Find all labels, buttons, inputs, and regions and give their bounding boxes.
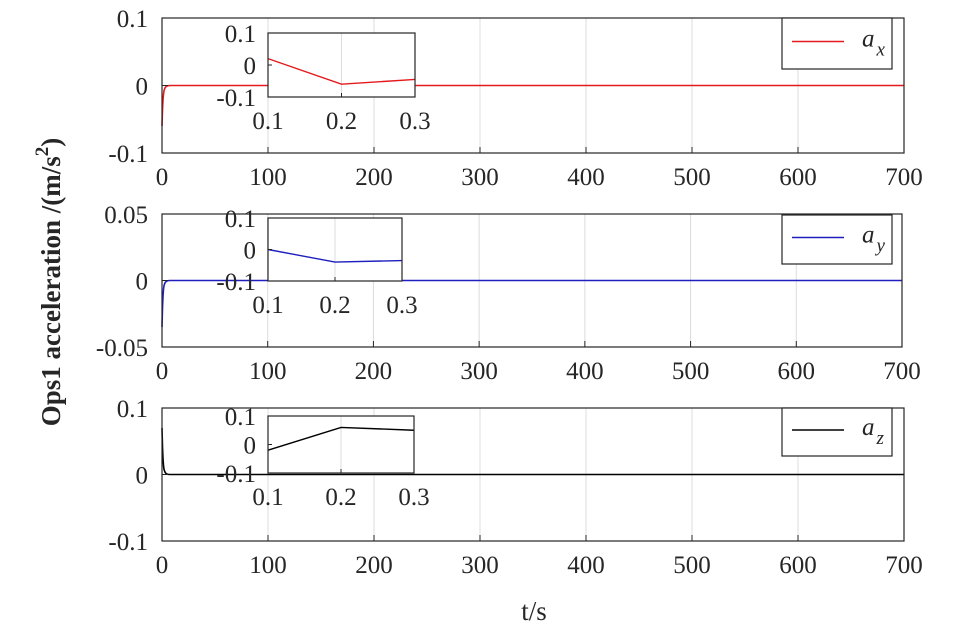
inset-y-tick-label: 0 — [244, 433, 257, 460]
inset-x-tick-label: 0.2 — [325, 484, 356, 511]
inset-series-line — [267, 248, 403, 263]
y-tick-label: 0 — [136, 74, 149, 101]
x-tick-label: 200 — [355, 552, 393, 579]
inset-y-tick-label: 0.1 — [225, 21, 256, 48]
series-line-z — [161, 427, 904, 476]
x-tick-label: 0 — [156, 358, 169, 385]
x-tick-label: 300 — [461, 552, 499, 579]
x-tick-label: 700 — [883, 358, 921, 385]
inset-x-tick-label: 0.1 — [252, 484, 283, 511]
inset-y-tick-label: -0.1 — [216, 85, 256, 112]
inset-y-tick-label: 0 — [244, 53, 257, 80]
y-tick-label: -0.1 — [108, 141, 148, 168]
inset-y-tick-label: 0 — [244, 238, 257, 265]
legend-symbol: a — [862, 414, 875, 441]
x-tick-label: 600 — [778, 358, 816, 385]
y-tick-label: -0.05 — [96, 335, 148, 362]
x-tick-label: 600 — [779, 164, 817, 191]
x-tick-label: 200 — [355, 358, 393, 385]
legend-subscript: y — [875, 236, 886, 257]
legend-box — [781, 17, 893, 70]
inset-y-tick-label: -0.1 — [216, 269, 256, 296]
svg-text:Ops1 acceleration /(m/s2): Ops1 acceleration /(m/s2) — [32, 138, 66, 426]
x-tick-label: 0 — [156, 552, 169, 579]
y-axis-label-tail: ) — [36, 138, 66, 147]
y-axis-label-superscript: 2 — [32, 147, 53, 157]
y-tick-label: 0.05 — [104, 202, 148, 229]
x-tick-label: 100 — [249, 552, 287, 579]
subplots: 0 100 200 300 400 500 600 700-0.100.10.1 0.2 0.3-… — [96, 6, 923, 579]
y-tick-label: -0.1 — [108, 529, 148, 556]
x-tick-label: 500 — [672, 358, 710, 385]
x-tick-label: 400 — [567, 164, 605, 191]
inset-x-tick-label: 0.1 — [252, 108, 283, 135]
legend-box — [781, 214, 893, 265]
x-tick-label: 100 — [249, 164, 287, 191]
subplot-3: 0 100 200 300 400 500 600 700-0.100.10.1 0.2 0.3-… — [108, 396, 922, 579]
series-line-y — [161, 279, 902, 328]
x-axis-label: t/s — [521, 596, 547, 626]
x-tick-label: 500 — [673, 164, 711, 191]
y-tick-label: 0 — [136, 463, 149, 490]
inset-x-tick-label: 0.3 — [399, 108, 430, 135]
y-tick-label: 0.1 — [117, 6, 148, 33]
inset-1: 0.1 0.2 0.3 -0.1 0 0.1 — [216, 21, 430, 135]
legend-subscript: x — [876, 40, 886, 61]
x-tick-label: 400 — [566, 358, 604, 385]
x-tick-label: 700 — [885, 164, 923, 191]
legend-box — [781, 407, 893, 457]
y-tick-label: 0 — [136, 269, 149, 296]
x-tick-label: 0 — [156, 164, 169, 191]
inset-y-tick-label: -0.1 — [216, 461, 256, 488]
legend-symbol: a — [862, 222, 875, 249]
subplot-1: 0 100 200 300 400 500 600 700 -0.1 0 0.1 0.1 0.2 0.3 -… — [108, 6, 922, 191]
y-tick-label: 0.1 — [117, 396, 148, 423]
y-axis-label-main: Ops1 acceleration /(m/s — [36, 156, 66, 426]
x-tick-label: 600 — [779, 552, 817, 579]
inset-x-tick-label: 0.3 — [398, 484, 429, 511]
inset-x-tick-label: 0.3 — [386, 292, 417, 319]
inset-x-tick-label: 0.2 — [319, 292, 350, 319]
x-tick-label: 300 — [461, 164, 499, 191]
inset-x-tick-label: 0.2 — [326, 108, 357, 135]
inset-y-tick-label: 0.1 — [225, 404, 256, 431]
x-tick-label: 500 — [673, 552, 711, 579]
inset-series-line — [267, 57, 416, 85]
inset-y-tick-label: 0.1 — [225, 206, 256, 233]
legend-subscript: z — [876, 428, 885, 449]
inset-series-line — [267, 426, 415, 451]
x-tick-label: 300 — [460, 358, 498, 385]
inset-3: 0.1 0.2 0.3-0.100.1 — [216, 404, 429, 511]
inset-x-tick-label: 0.1 — [252, 292, 283, 319]
x-tick-label: 700 — [885, 552, 923, 579]
series-line-x — [161, 84, 904, 127]
x-tick-label: 400 — [567, 552, 605, 579]
x-tick-label: 100 — [249, 358, 287, 385]
legend-symbol: a — [862, 26, 875, 53]
inset-2: 0.1 0.2 0.3 -0.1 0 0.1 — [216, 206, 417, 319]
x-tick-label: 200 — [355, 164, 393, 191]
y-axis-label: Ops1 acceleration /(m/s2) — [32, 138, 66, 426]
